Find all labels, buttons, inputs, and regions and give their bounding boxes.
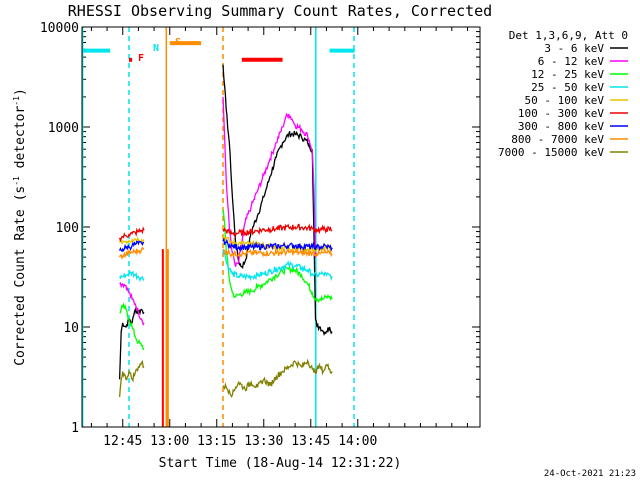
y-tick-label: 1000 — [48, 121, 79, 136]
series-line-12-25keV — [119, 302, 145, 351]
legend-label: 25 - 50 keV — [531, 81, 604, 94]
series-line-100-300keV — [222, 223, 333, 237]
legend-label: 100 - 300 keV — [518, 107, 604, 120]
legend-label: 7000 - 15000 keV — [498, 146, 604, 159]
flag-letter-f: F — [138, 53, 144, 64]
series-line-12-25keV — [222, 209, 333, 303]
y-tick-label: 10 — [63, 321, 79, 336]
series-line-6-12keV — [222, 96, 317, 267]
series-line-6-12keV — [119, 281, 145, 327]
series-line-800-7000keV — [222, 247, 333, 258]
series-lines — [118, 64, 333, 398]
flag-letter-s: S — [175, 37, 181, 48]
series-line-3-6keV — [118, 307, 145, 380]
x-tick-label: 13:00 — [150, 434, 189, 449]
series-line-800-7000keV — [119, 246, 145, 259]
x-tick-label: 14:00 — [338, 434, 377, 449]
series-line-50-100keV — [118, 236, 145, 245]
series-line-3-6keV — [222, 64, 333, 337]
flag-bars — [81, 27, 355, 427]
chart-title: RHESSI Observing Summary Count Rates, Co… — [68, 2, 492, 20]
x-tick-label: 13:15 — [197, 434, 236, 449]
y-tick-label: 100 — [56, 221, 79, 236]
flag-letter-n: N — [153, 43, 159, 54]
x-tick-label: 13:45 — [291, 434, 330, 449]
x-axis-ticks: 12:45 13:00 13:15 13:30 13:45 14:00 — [90, 27, 468, 449]
series-line-25-50keV — [119, 270, 145, 283]
timestamp: 24-Oct-2021 21:23 — [544, 469, 636, 479]
series-line-7000-15000keV — [118, 359, 145, 397]
series-line-300-800keV — [118, 240, 145, 253]
plot-frame — [81, 26, 481, 428]
x-axis-label: Start Time (18-Aug-14 12:31:22) — [159, 456, 402, 471]
legend-label: 800 - 7000 keV — [511, 133, 604, 146]
series-line-7000-15000keV — [222, 358, 333, 398]
y-axis-label: Corrected Count Rate (s-1 detector-1) — [12, 88, 28, 366]
legend-label: 3 - 6 keV — [544, 42, 604, 55]
series-line-100-300keV — [118, 226, 145, 243]
legend-label: 6 - 12 keV — [538, 55, 605, 68]
x-tick-label: 12:45 — [103, 434, 142, 449]
legend-label: 300 - 800 keV — [518, 120, 604, 133]
series-line-300-800keV — [222, 238, 333, 253]
legend-label: 50 - 100 keV — [525, 94, 605, 107]
x-tick-label: 13:30 — [244, 434, 283, 449]
legend-label: 12 - 25 keV — [531, 68, 604, 81]
y-tick-label: 10000 — [40, 21, 79, 36]
legend-header: Det 1,3,6,9, Att 0 — [509, 29, 628, 42]
series-line-25-50keV — [222, 249, 333, 282]
y-axis-ticks: 1 10 100 1000 10000 — [40, 21, 480, 436]
y-tick-label: 1 — [71, 421, 79, 436]
